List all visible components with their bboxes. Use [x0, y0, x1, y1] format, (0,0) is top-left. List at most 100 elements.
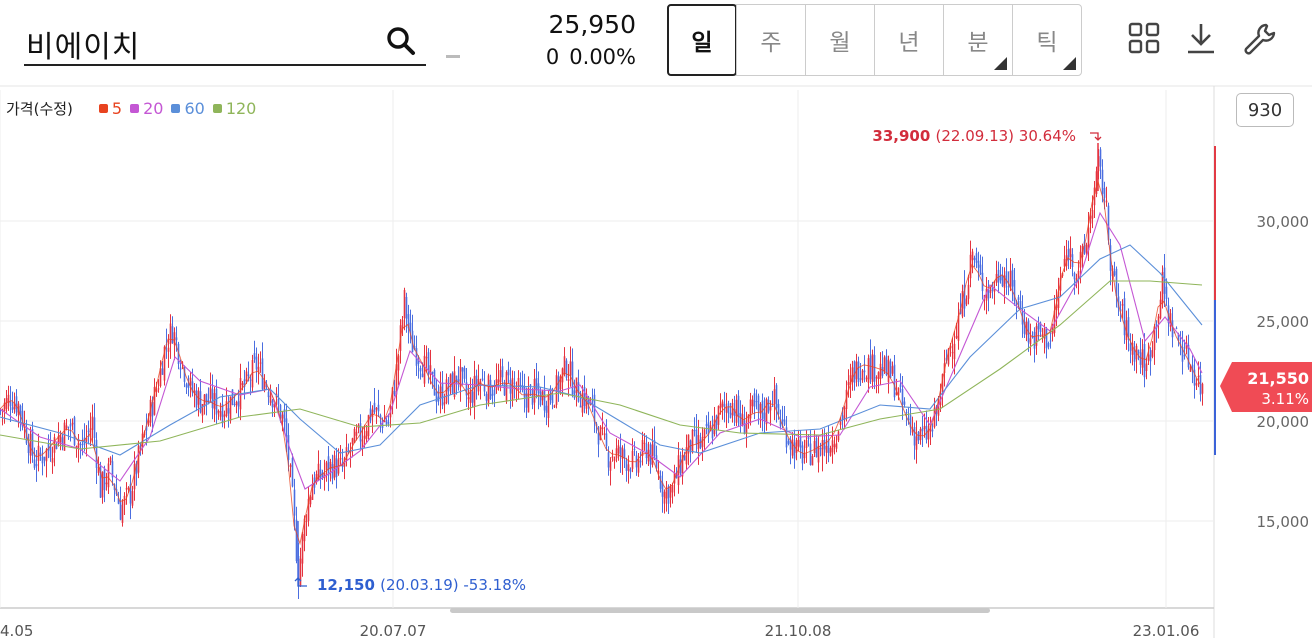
candle — [177, 341, 180, 370]
candle — [245, 367, 248, 385]
candle — [129, 474, 132, 520]
tab-week[interactable]: 주 — [736, 5, 805, 75]
y-tick-label: 15,000 — [1257, 513, 1310, 531]
grid-icon[interactable] — [1128, 22, 1160, 54]
candle — [763, 397, 766, 434]
candle — [1041, 327, 1044, 343]
dropdown-corner-icon — [994, 57, 1007, 70]
visible-count-badge[interactable]: 930 — [1236, 93, 1294, 127]
candle — [339, 444, 342, 467]
candle — [771, 390, 774, 407]
candle — [1031, 331, 1034, 339]
stock-search-box[interactable]: 비에이치 — [24, 10, 426, 66]
candle — [49, 431, 52, 462]
candle — [485, 391, 488, 410]
candle — [573, 379, 576, 400]
download-icon[interactable] — [1185, 22, 1217, 54]
candle — [1071, 248, 1074, 277]
candle — [567, 363, 570, 397]
y-tick-label: 20,000 — [1257, 413, 1310, 431]
candle — [3, 398, 6, 424]
candle — [701, 427, 704, 461]
last-price-pct: 3.11% — [1261, 390, 1309, 408]
candle — [43, 456, 46, 467]
candle — [985, 277, 988, 315]
candle — [847, 369, 850, 398]
candle — [417, 355, 420, 379]
candle — [319, 459, 322, 489]
candle — [575, 377, 578, 407]
candle — [1101, 159, 1104, 203]
candle — [557, 371, 560, 402]
candle — [817, 435, 820, 473]
candle — [637, 453, 640, 477]
wrench-icon[interactable] — [1242, 22, 1278, 56]
candle — [1003, 267, 1006, 304]
search-icon[interactable] — [386, 26, 416, 60]
candle — [531, 387, 534, 410]
candle — [349, 442, 352, 468]
candle — [491, 385, 494, 405]
candle — [27, 433, 30, 464]
candle — [479, 378, 482, 400]
candle — [1135, 343, 1138, 374]
candle — [217, 409, 220, 420]
change-percent: 0.00% — [569, 45, 636, 69]
candle — [331, 454, 334, 485]
candle — [639, 451, 642, 468]
candle — [445, 373, 448, 405]
candle — [67, 426, 70, 440]
candle — [1015, 299, 1018, 320]
candle — [713, 406, 716, 437]
candle — [403, 287, 406, 331]
candle — [725, 392, 728, 428]
candle — [119, 486, 122, 521]
tab-year[interactable]: 년 — [874, 5, 943, 75]
candle — [735, 394, 738, 427]
candle — [721, 399, 724, 420]
candle — [37, 433, 40, 472]
period-selector: 일 주 월 년 분 틱 — [667, 4, 1082, 76]
candle — [565, 358, 568, 381]
change-value: 0 — [545, 45, 560, 69]
tab-tick[interactable]: 틱 — [1012, 5, 1081, 75]
candle — [1199, 361, 1202, 402]
candle — [387, 413, 390, 427]
candle — [309, 494, 312, 508]
candle — [263, 374, 266, 393]
candle — [547, 390, 550, 428]
candle — [793, 429, 796, 469]
tab-month[interactable]: 월 — [805, 5, 874, 75]
candle — [1127, 308, 1130, 352]
candle — [63, 419, 66, 451]
candle — [285, 403, 288, 453]
candle — [1151, 341, 1154, 359]
candle — [889, 358, 892, 379]
candle — [569, 346, 572, 387]
candle — [361, 426, 364, 456]
search-input[interactable]: 비에이치 — [26, 30, 141, 65]
candle — [555, 369, 558, 409]
candle — [641, 431, 644, 466]
candle — [883, 355, 886, 375]
candle — [611, 449, 614, 462]
candle — [799, 430, 802, 459]
candle — [1095, 166, 1098, 198]
candle — [731, 398, 734, 423]
chart-scrollbar[interactable] — [450, 608, 990, 613]
candle — [827, 425, 830, 463]
candle — [301, 531, 304, 577]
candle — [541, 389, 544, 406]
candle — [901, 376, 904, 420]
candle — [1117, 283, 1120, 316]
candle — [193, 383, 196, 408]
candle — [1105, 186, 1108, 207]
candle — [741, 404, 744, 427]
candle — [971, 248, 974, 274]
candle — [967, 274, 970, 305]
candle — [365, 425, 368, 444]
candle — [995, 260, 998, 287]
tab-minute[interactable]: 분 — [943, 5, 1012, 75]
candle — [1027, 318, 1030, 352]
